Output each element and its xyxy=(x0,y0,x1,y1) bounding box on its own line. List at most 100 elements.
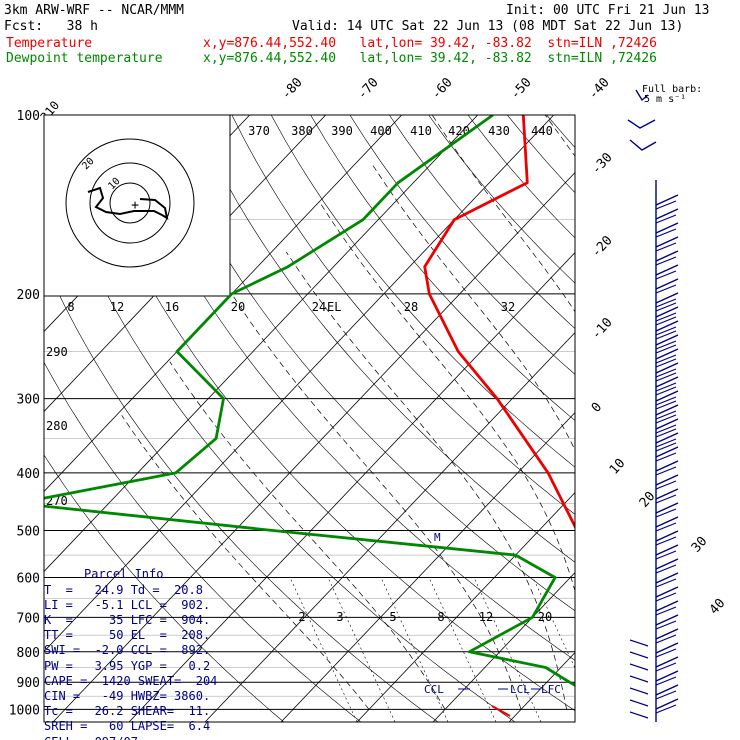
parcel-info-title: Parcel Info xyxy=(84,567,164,582)
valid-time: Valid: 14 UTC Sat 22 Jun 13 (08 MDT Sat … xyxy=(292,19,684,34)
wind-barbs xyxy=(627,89,679,722)
parcel-info-row: SREH = 60 LAPSE= 6.4 xyxy=(44,719,211,734)
wind-barb-flag xyxy=(655,256,677,266)
dry-adiabat xyxy=(389,115,575,330)
theta-e-label: 280 xyxy=(46,419,68,433)
isotherm-label: 0 xyxy=(589,400,605,416)
parcel-info-row: TT = 50 EL = 208. xyxy=(44,628,211,643)
wind-barb-flag xyxy=(655,414,677,424)
wind-barb-flag xyxy=(655,564,677,574)
dry-adiabat xyxy=(44,260,439,722)
wind-barb-flag xyxy=(655,620,677,630)
mixing-ratio-label: 8 xyxy=(437,610,444,624)
isotherm-label: -10 xyxy=(589,315,616,342)
wind-barb-upper xyxy=(629,139,657,151)
wind-barb xyxy=(655,530,679,542)
pressure-tick-label: 300 xyxy=(17,393,40,408)
isotherm xyxy=(356,491,575,722)
wind-barb xyxy=(655,278,679,290)
wind-barb xyxy=(655,474,679,486)
wind-barb xyxy=(655,306,679,318)
surface-temperature-tick xyxy=(491,705,511,717)
parcel-info-row: CIN = -49 HWBZ= 3860. xyxy=(44,689,211,704)
mixing-ratio-label: 12 xyxy=(479,610,493,624)
parcel-info-row: PW = 3.95 YGP = 0.2 xyxy=(44,658,211,673)
isotherm xyxy=(432,571,575,722)
wind-barb-flag xyxy=(655,382,677,392)
wind-barb-flag xyxy=(655,298,677,308)
wind-barb xyxy=(655,628,679,640)
wind-barb xyxy=(655,446,679,458)
profiles xyxy=(44,115,575,717)
dry-adiabat xyxy=(507,115,575,194)
isotherm xyxy=(44,115,554,653)
wind-barb xyxy=(655,208,679,220)
wind-legend-line2: 5 m s⁻¹ xyxy=(644,94,687,105)
wind-barb xyxy=(655,292,679,304)
dry-adiabat xyxy=(152,115,575,612)
wind-barb-flag xyxy=(655,312,677,322)
isotherm-label: -40 xyxy=(586,75,613,102)
wind-barb xyxy=(655,502,679,514)
theta-label: 430 xyxy=(488,124,510,138)
wind-barb xyxy=(655,600,679,612)
parcel-info-row: SWI = -2.0 CCL = 892. xyxy=(44,643,211,658)
dry-adiabat xyxy=(74,115,575,712)
pressure-tick-label: 500 xyxy=(17,524,40,539)
wind-barb-flag xyxy=(655,326,677,336)
moist-adiabat xyxy=(286,251,567,710)
dry-adiabat xyxy=(546,115,575,148)
wind-barb xyxy=(655,264,679,276)
wind-barb-flag xyxy=(655,480,677,490)
wind-barb xyxy=(655,614,679,626)
dry-adiabat xyxy=(270,115,575,468)
dry-adiabat xyxy=(428,115,575,284)
wind-barb xyxy=(655,194,679,206)
hodograph-ring xyxy=(109,182,151,224)
isotherm-label: -20 xyxy=(589,233,616,260)
pressure-tick-label: 400 xyxy=(17,467,40,482)
wind-barb-low xyxy=(629,639,649,647)
theta-label: 410 xyxy=(410,124,432,138)
hodograph-speed-label: 20 xyxy=(231,300,245,314)
dry-adiabat xyxy=(310,115,575,421)
hodograph-speed-label: 32 xyxy=(501,300,515,314)
dry-adiabat xyxy=(665,115,740,722)
wind-barb-flag xyxy=(655,550,677,560)
mixing-ratio-label: 2 xyxy=(298,610,305,624)
el-marker: EL xyxy=(327,300,341,314)
wind-barb-flag xyxy=(655,344,677,354)
theta-label: 440 xyxy=(531,124,553,138)
wind-barb-flag xyxy=(655,466,677,476)
wind-legend-line1: Full barb: xyxy=(642,84,703,95)
wind-barb-upper xyxy=(627,119,656,129)
hodograph-box xyxy=(43,114,231,297)
dry-adiabat xyxy=(231,115,575,515)
wind-barb-flag xyxy=(655,410,677,420)
dewpoint-legend-label: Dewpoint temperature xyxy=(6,51,163,66)
wind-barb-flag xyxy=(655,270,677,280)
dry-adiabat xyxy=(44,143,516,722)
wind-barb-flag xyxy=(655,368,677,378)
hodograph-speed-label: 28 xyxy=(404,300,418,314)
wind-barb xyxy=(655,698,679,710)
wind-barb-flag xyxy=(655,522,677,532)
wind-barb xyxy=(655,250,679,262)
wind-barb xyxy=(655,362,679,374)
wind-barb-flag xyxy=(655,330,677,340)
mixing-ratio-line xyxy=(428,577,497,722)
parcel-info-box: Parcel Info T = 24.9 Td = 20.8 LI = -5.1 L… xyxy=(44,537,240,740)
isotherm xyxy=(44,115,478,573)
isotherm-label: -80 xyxy=(279,75,306,102)
wind-barb-low xyxy=(629,675,649,683)
wind-barb-flag xyxy=(655,438,677,448)
wind-barb-flag xyxy=(655,242,677,252)
wind-barb-low xyxy=(629,687,649,695)
isotherm xyxy=(280,411,575,722)
wind-barb-flag xyxy=(655,494,677,504)
mixing-ratio-label: 3 xyxy=(336,610,343,624)
wind-barb xyxy=(655,236,679,248)
hodograph-speed-label: 8 xyxy=(67,300,74,314)
